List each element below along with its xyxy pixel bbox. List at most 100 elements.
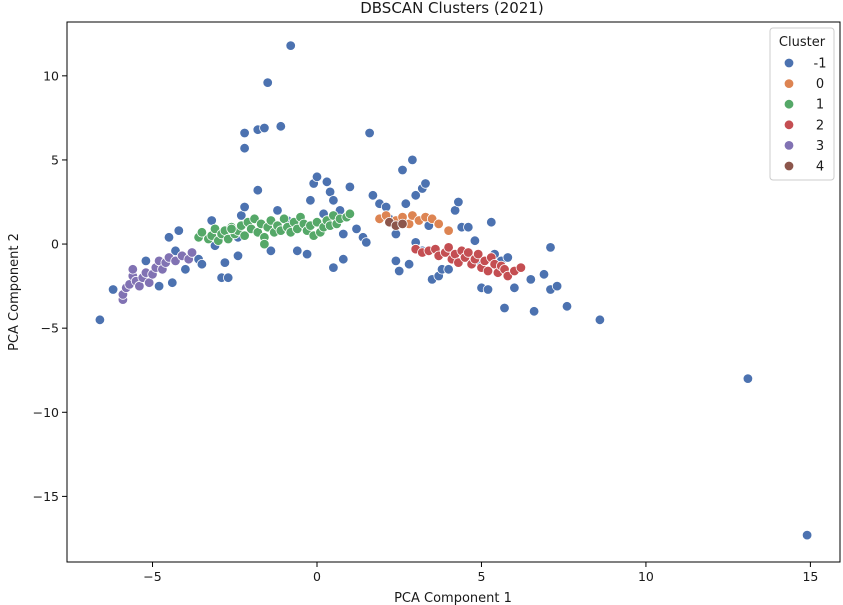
x-tick-label: 0 <box>313 569 321 584</box>
legend-label: 3 <box>816 139 824 154</box>
data-point <box>252 184 263 196</box>
x-tick-label: 5 <box>477 569 485 584</box>
y-tick-label: 0 <box>51 237 59 252</box>
data-point <box>259 238 270 250</box>
data-point <box>397 218 408 230</box>
data-point <box>173 225 185 236</box>
data-point <box>473 248 484 260</box>
data-point <box>469 235 481 246</box>
legend-label: 4 <box>816 160 824 175</box>
data-point <box>486 216 497 228</box>
data-point <box>502 252 514 263</box>
data-point <box>364 127 375 139</box>
series-2 <box>193 208 356 250</box>
series-0 <box>94 40 813 541</box>
data-point <box>545 242 556 253</box>
y-tick-label: −15 <box>33 489 59 504</box>
data-point <box>239 230 250 241</box>
data-point <box>344 208 356 220</box>
data-point <box>94 314 106 326</box>
data-point <box>551 280 563 292</box>
data-point <box>390 255 402 267</box>
data-point <box>127 264 139 275</box>
legend-label: 0 <box>816 77 824 92</box>
y-tick-label: 5 <box>51 152 59 167</box>
data-point <box>538 269 550 280</box>
legend-marker <box>783 160 795 172</box>
data-point <box>482 265 494 277</box>
data-point <box>305 195 316 206</box>
series-4 <box>117 247 198 305</box>
data-point <box>351 223 362 235</box>
data-point <box>594 314 606 326</box>
data-point <box>226 223 237 235</box>
data-point <box>328 262 339 273</box>
data-point <box>403 259 415 270</box>
data-point <box>407 154 418 166</box>
data-point <box>232 250 244 262</box>
data-point <box>285 40 296 51</box>
data-point <box>292 245 303 257</box>
data-point <box>163 232 175 243</box>
y-tick-label: −5 <box>41 321 59 336</box>
data-point <box>397 164 408 176</box>
data-point <box>140 255 152 267</box>
plot-frame <box>66 21 841 563</box>
x-tick-label: −5 <box>143 569 161 584</box>
data-point <box>394 265 405 277</box>
data-point <box>410 190 421 201</box>
legend-box <box>769 27 835 181</box>
data-point <box>196 259 208 270</box>
data-point <box>239 201 250 213</box>
data-point <box>463 221 474 233</box>
data-point <box>525 274 537 285</box>
data-point <box>453 196 464 208</box>
x-tick-label: 15 <box>802 569 818 584</box>
data-point <box>259 122 270 134</box>
data-point <box>801 529 813 541</box>
data-point <box>742 373 754 384</box>
legend-marker <box>783 119 795 131</box>
data-point <box>219 257 231 268</box>
data-point <box>262 77 273 88</box>
data-point <box>275 121 287 132</box>
data-point <box>463 247 474 258</box>
points-layer <box>94 40 813 541</box>
legend-marker <box>783 140 795 151</box>
data-point <box>420 178 431 189</box>
legend-label: -1 <box>814 57 827 72</box>
data-point <box>344 181 356 193</box>
data-point <box>561 301 573 312</box>
legend-marker <box>783 98 795 110</box>
data-point <box>196 227 208 238</box>
data-point <box>222 272 234 283</box>
data-point <box>443 264 454 275</box>
data-point <box>509 282 520 294</box>
legend-marker <box>783 57 795 69</box>
legend-marker <box>783 78 795 89</box>
x-axis-title: PCA Component 1 <box>394 591 512 605</box>
data-point <box>239 127 250 139</box>
data-point <box>180 264 191 275</box>
data-point <box>433 218 444 230</box>
data-point <box>482 284 494 295</box>
data-point <box>321 176 333 188</box>
y-tick-label: −10 <box>33 405 59 420</box>
series-5 <box>384 216 408 231</box>
data-point <box>265 245 277 257</box>
data-point <box>515 262 527 273</box>
y-tick-label: 10 <box>43 68 59 83</box>
data-point <box>186 247 198 258</box>
data-point <box>338 228 349 240</box>
data-point <box>361 237 372 248</box>
ticks-layer: −5 0 5 10 15 −15 −10 −5 0 5 10 <box>33 68 819 584</box>
data-point <box>367 190 379 201</box>
data-point <box>328 195 339 206</box>
data-point <box>239 142 250 154</box>
data-point <box>499 302 510 314</box>
data-point <box>311 171 323 183</box>
y-axis-title: PCA Component 2 <box>7 233 22 351</box>
legend-label: 1 <box>816 98 824 113</box>
